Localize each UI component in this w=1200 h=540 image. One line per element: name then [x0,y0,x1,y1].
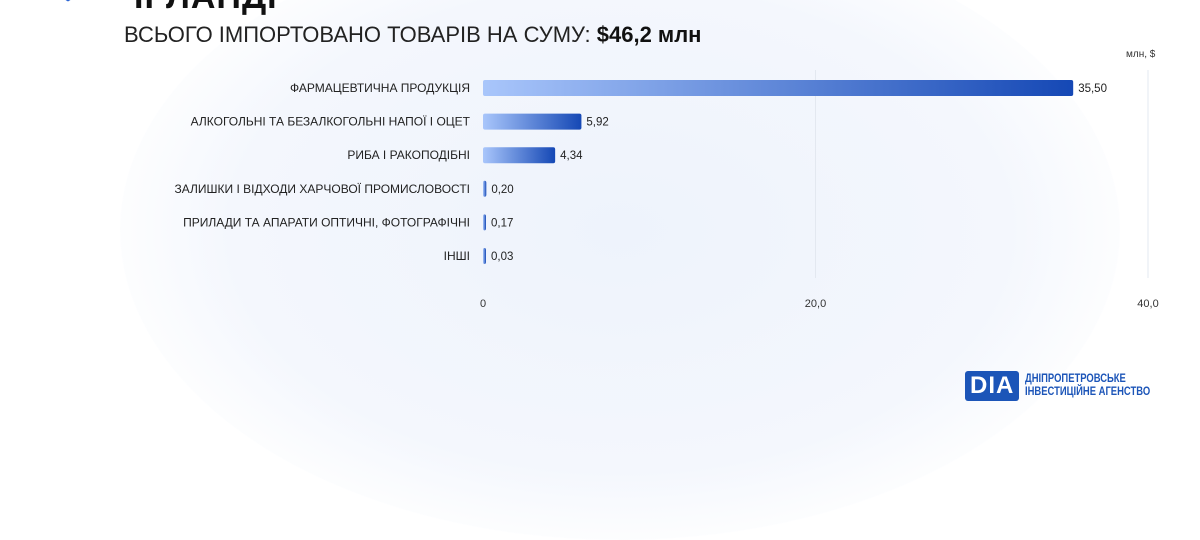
x-tick-label: 20,0 [805,298,826,310]
bar [483,113,582,130]
category-label: РИБА І РАКОПОДІБНІ [347,148,470,162]
bar-chart: 0 20,0 40,0 ФАРМАЦЕВТИЧНА ПРОДУКЦІЯ 35,50 АЛК… [175,70,1159,310]
bar [483,214,486,231]
data-label: 0,17 [491,217,513,229]
data-label: 5,92 [586,117,608,129]
x-tick-label: 40,0 [1137,298,1158,310]
logo-line1: ДНІПРОПЕТРОВСЬКЕ [1025,373,1127,385]
category-label: АЛКОГОЛЬНІ ТА БЕЗАЛКОГОЛЬНІ НАПОЇ І ОЦЕТ [191,115,471,129]
dia-logo-mark: DIA [965,371,1020,401]
data-label: 4,34 [560,150,583,162]
category-label: ФАРМАЦЕВТИЧНА ПРОДУКЦІЯ [290,81,470,95]
bar [483,80,1074,96]
logo-line2: ІНВЕСТИЦІЙНЕ АГЕНСТВО [1025,386,1151,398]
total-value: $46,2 млн [596,22,702,47]
subtitle-prefix: ВСЬОГО ІМПОРТОВАНО ТОВАРІВ НА СУМУ: [124,22,591,47]
x-tick-label: 0 [480,298,486,310]
data-label: 35,50 [1078,83,1107,95]
subtitle: ВСЬОГО ІМПОРТОВАНО ТОВАРІВ НА СУМУ: $46,… [124,22,701,48]
category-label: ЗАЛИШКИ І ВІДХОДИ ХАРЧОВОЇ ПРОМИСЛОВОСТІ [175,182,470,196]
category-label: ІНШІ [444,249,470,263]
dia-logo: DIA ДНІПРОПЕТРОВСЬКЕ ІНВЕСТИЦІЙНЕ АГЕНСТВ… [965,371,1178,401]
bar [483,180,487,197]
page-title: ІРЛАНДІ [134,0,278,17]
unit-label: млн, $ [1126,49,1156,60]
category-label: ПРИЛАДИ ТА АПАРАТИ ОПТИЧНІ, ФОТОГРАФІЧНІ [183,215,470,229]
bar [483,147,556,164]
data-label: 0,03 [491,251,513,263]
data-label: 0,20 [491,184,513,196]
bar [483,248,486,264]
